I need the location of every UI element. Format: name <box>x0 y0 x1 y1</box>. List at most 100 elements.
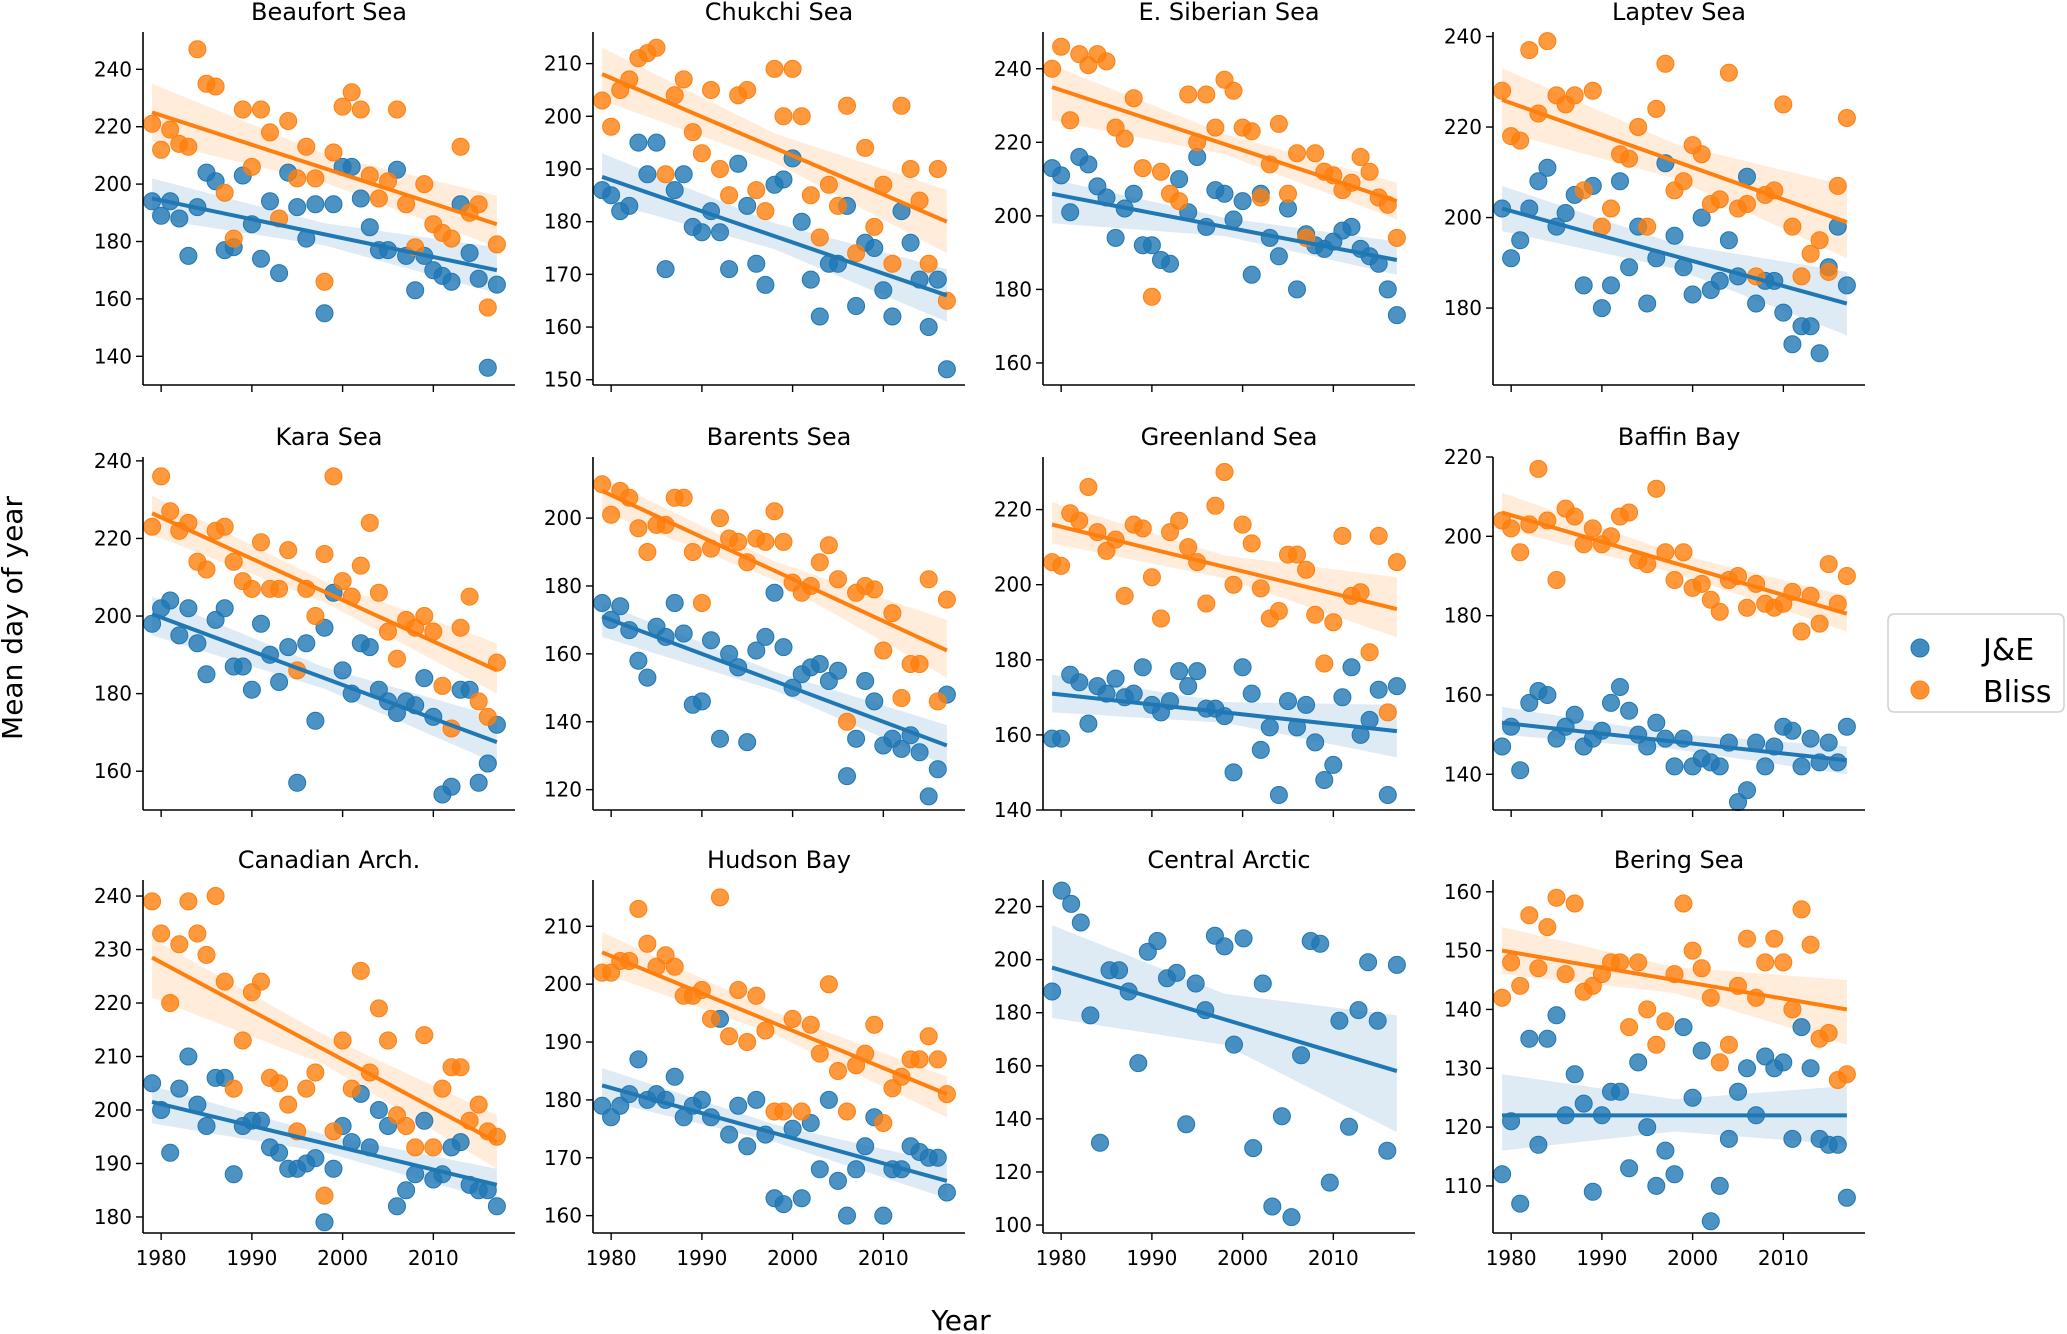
y-tick-label: 180 <box>544 1088 582 1112</box>
data-point-je <box>647 133 666 152</box>
data-point-bliss <box>819 175 838 194</box>
y-tick-label: 220 <box>994 130 1032 154</box>
data-point-bliss <box>1493 988 1512 1007</box>
data-point-je <box>1538 1029 1557 1048</box>
data-point-bliss <box>1583 81 1602 100</box>
data-point-je <box>1665 1165 1684 1184</box>
data-point-je <box>1311 934 1330 953</box>
data-point-bliss <box>1837 109 1856 127</box>
y-tick-label: 160 <box>94 287 132 311</box>
y-tick-label: 100 <box>994 1213 1032 1237</box>
data-point-bliss <box>1197 594 1216 613</box>
data-point-bliss <box>1774 95 1793 114</box>
data-point-bliss <box>801 1015 820 1034</box>
data-point-bliss <box>1683 941 1702 960</box>
data-point-bliss <box>1738 929 1756 948</box>
panel-title: Canadian Arch. <box>238 846 421 874</box>
data-point-bliss <box>487 235 506 254</box>
panel-title: Hudson Bay <box>707 846 851 874</box>
data-point-bliss <box>388 649 406 668</box>
data-point-bliss <box>1142 568 1161 587</box>
data-point-je <box>270 673 289 691</box>
data-point-bliss <box>1142 287 1161 306</box>
data-point-je <box>1170 662 1189 681</box>
y-tick-label: 150 <box>1444 939 1482 963</box>
data-point-bliss <box>774 107 793 126</box>
data-point-je <box>738 1137 757 1156</box>
data-point-je <box>360 218 379 237</box>
data-point-bliss <box>1701 988 1720 1007</box>
data-point-bliss <box>451 1058 470 1077</box>
data-point-bliss <box>883 604 902 623</box>
data-point-je <box>406 281 425 300</box>
data-point-je <box>1129 1054 1148 1073</box>
data-point-je <box>1611 678 1629 696</box>
data-point-bliss <box>901 160 920 178</box>
data-point-je <box>1756 757 1775 776</box>
y-tick-label: 200 <box>994 204 1032 228</box>
data-point-bliss <box>1792 267 1811 286</box>
data-point-bliss <box>1179 85 1198 104</box>
data-point-bliss <box>242 157 261 176</box>
data-point-bliss <box>415 607 434 625</box>
data-point-je <box>1647 713 1666 732</box>
data-point-je <box>306 195 325 214</box>
data-point-bliss <box>469 195 488 214</box>
data-point-bliss <box>683 123 702 142</box>
data-point-bliss <box>1288 144 1306 163</box>
data-point-je <box>1215 184 1234 203</box>
data-point-je <box>478 754 497 773</box>
data-point-bliss <box>224 229 243 248</box>
data-point-bliss <box>261 123 279 142</box>
data-point-bliss <box>1502 519 1521 538</box>
data-point-bliss <box>1502 953 1521 972</box>
data-point-je <box>261 192 279 211</box>
panel-title: Kara Sea <box>276 423 383 451</box>
regression-line-bliss <box>601 72 948 224</box>
data-point-bliss <box>1387 228 1406 247</box>
data-point-bliss <box>297 1079 316 1098</box>
x-tick-label: 2010 <box>1308 1246 1359 1270</box>
data-point-bliss <box>1351 148 1370 166</box>
regression-line-je <box>1501 206 1848 306</box>
data-point-je <box>1565 1065 1584 1084</box>
data-point-bliss <box>1656 54 1675 73</box>
data-point-bliss <box>152 140 171 159</box>
regression-line-je <box>151 612 498 744</box>
data-point-bliss <box>1665 571 1684 589</box>
data-point-bliss <box>1297 560 1316 579</box>
data-point-bliss <box>792 107 811 126</box>
data-point-je <box>937 360 956 379</box>
y-tick-label: 140 <box>994 1107 1032 1131</box>
data-point-bliss <box>351 961 370 980</box>
y-tick-label: 140 <box>1444 997 1482 1021</box>
data-point-je <box>342 157 361 176</box>
y-tick-label: 160 <box>1444 683 1482 707</box>
y-tick-label: 150 <box>544 368 582 392</box>
regression-line-bliss <box>1501 948 1848 1012</box>
data-point-bliss <box>1079 478 1098 496</box>
data-point-je <box>1511 761 1530 780</box>
panel-canadian-arch: Canadian Arch. 180 190 200 210 220 230 240 1980 1… <box>94 846 515 1270</box>
data-point-je <box>1792 1018 1811 1037</box>
data-point-bliss <box>747 986 766 1005</box>
data-point-bliss <box>702 1009 720 1028</box>
panel-title: Central Arctic <box>1147 846 1310 874</box>
panel-title: E. Siberian Sea <box>1138 0 1319 26</box>
data-point-bliss <box>1647 1035 1666 1054</box>
data-point-je <box>711 223 729 242</box>
data-point-bliss <box>774 1102 793 1121</box>
data-point-je <box>333 661 352 680</box>
data-point-je <box>1225 1035 1243 1054</box>
confidence-band-bliss <box>1052 502 1397 638</box>
y-tick-label: 180 <box>994 277 1032 301</box>
data-point-bliss <box>1152 162 1170 181</box>
data-point-bliss <box>738 1033 757 1051</box>
data-point-bliss <box>1251 579 1270 598</box>
data-point-je <box>288 773 307 792</box>
data-point-bliss <box>379 1031 397 1050</box>
legend: J&E Bliss <box>1887 613 2065 713</box>
data-point-bliss <box>1602 199 1620 218</box>
data-point-je <box>1602 693 1620 712</box>
data-point-bliss <box>774 532 793 551</box>
